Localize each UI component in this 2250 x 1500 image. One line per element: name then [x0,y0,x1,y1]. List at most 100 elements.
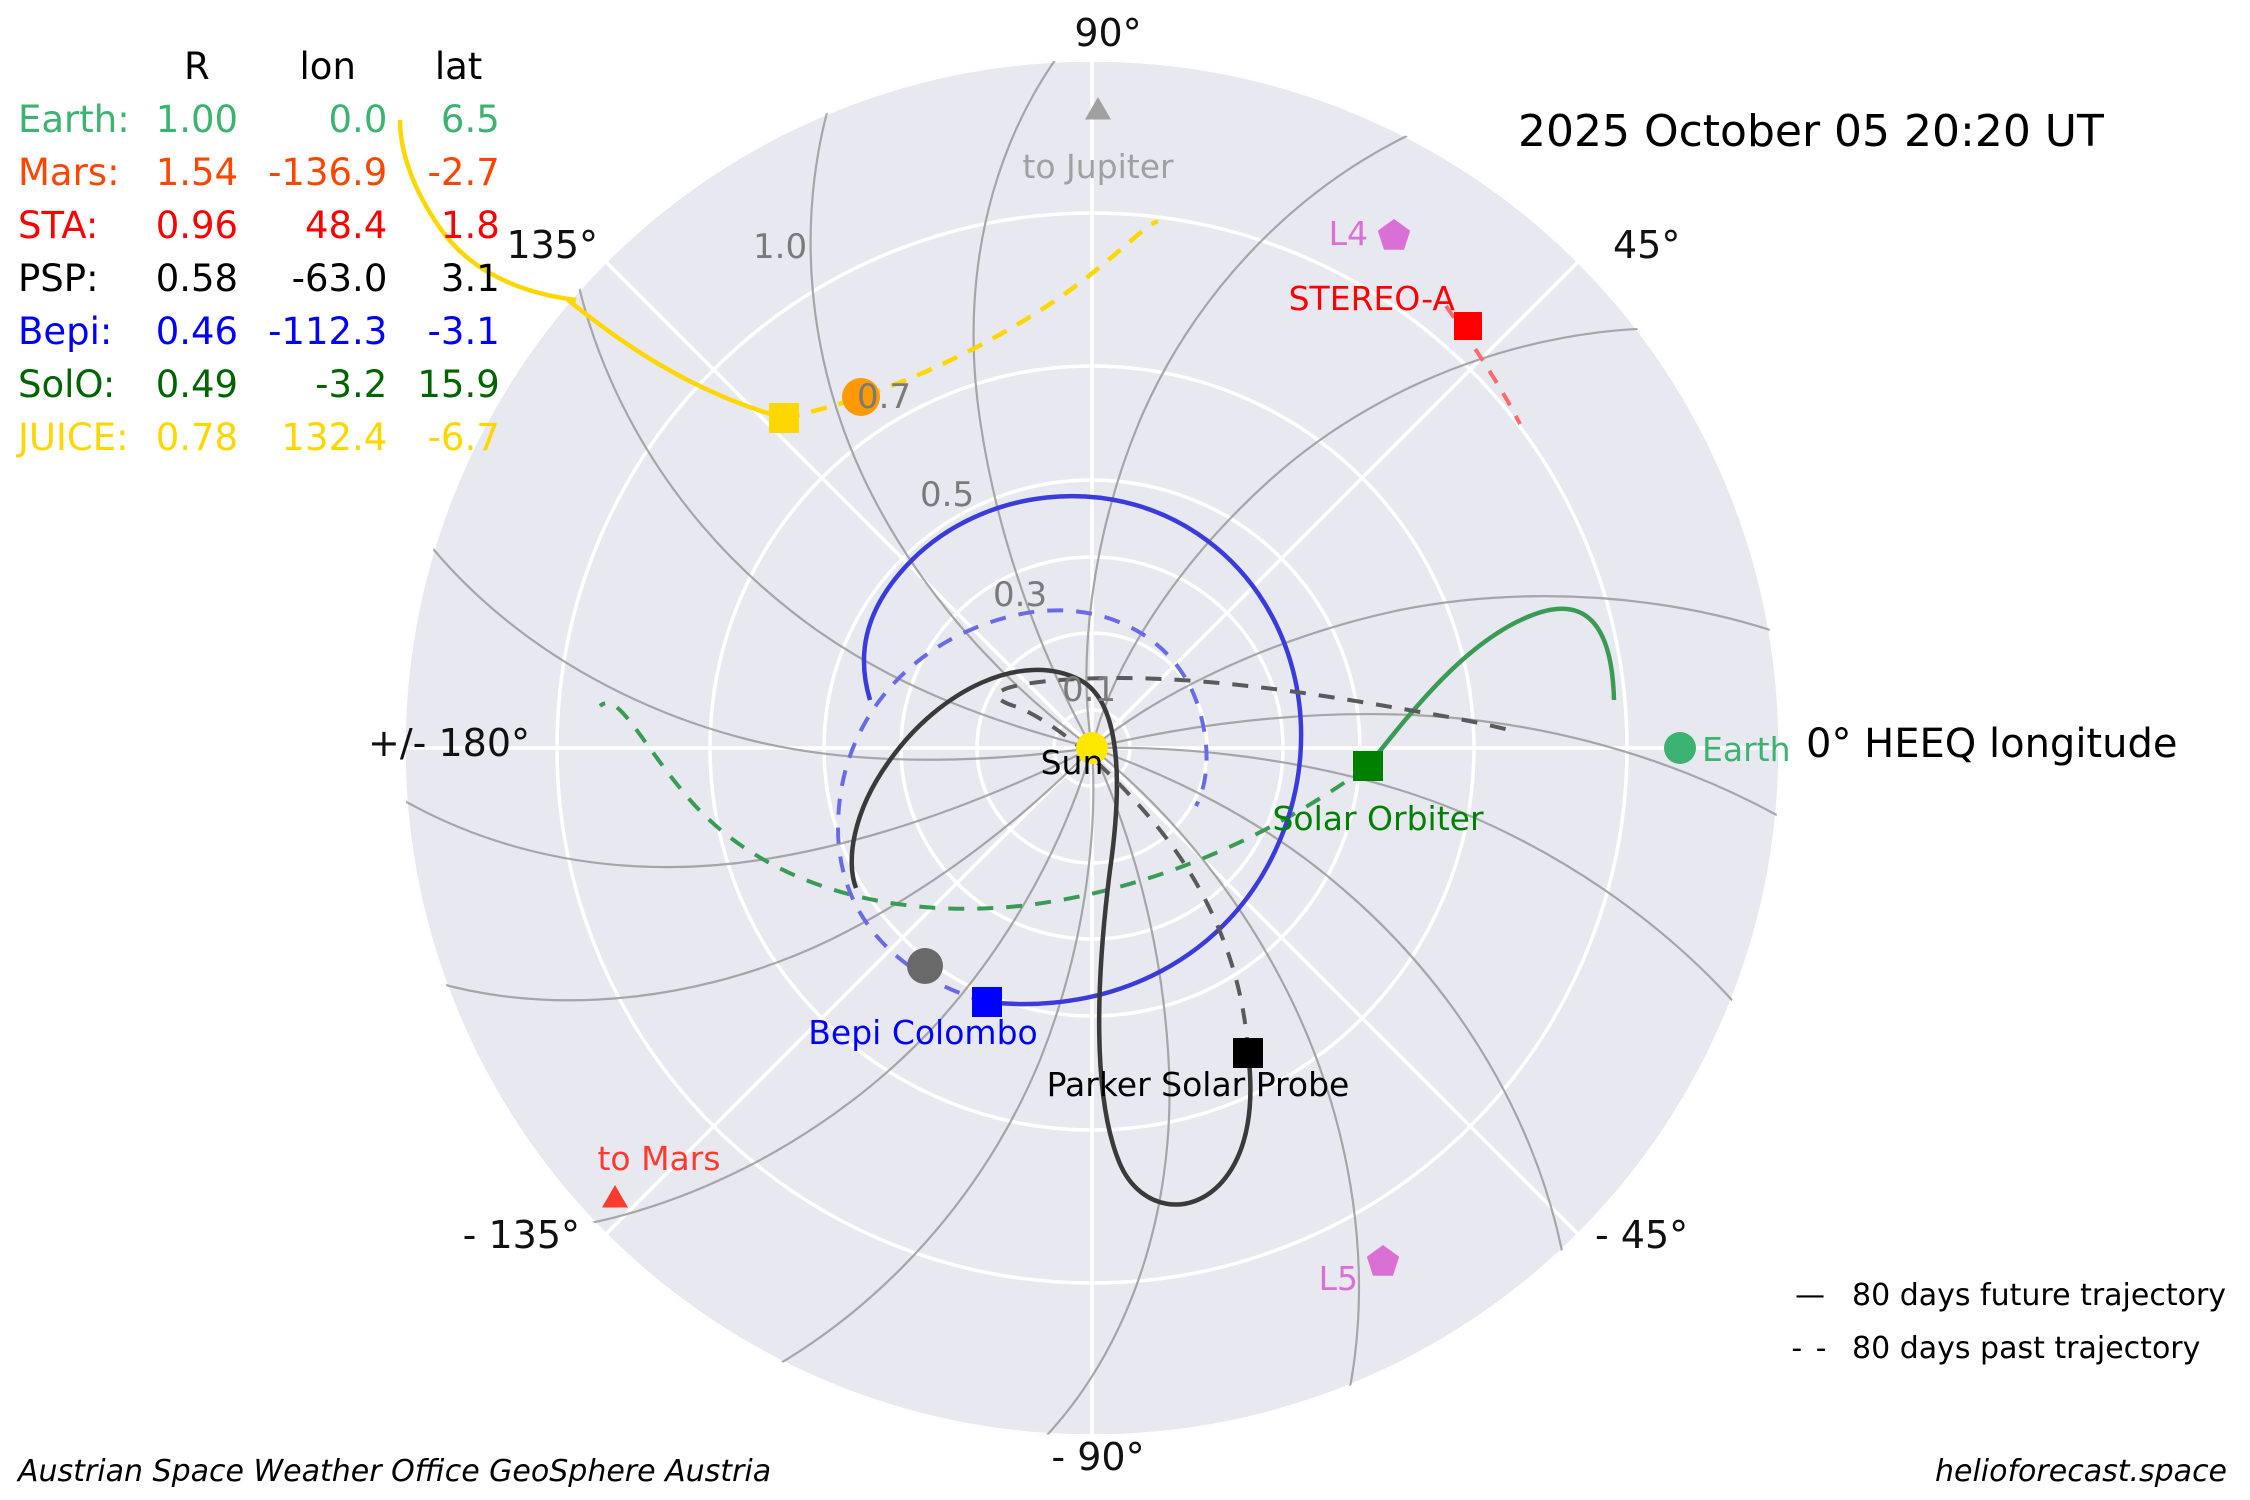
cell-lat: 15.9 [417,363,500,406]
angle-tick-6: - 90° [1051,1435,1145,1479]
cell-r: 0.49 [155,363,239,406]
legend-row-past: - - 80 days past trajectory [1790,1331,2226,1366]
angle-tick-3: +/- 180° [368,721,530,765]
cell-lon: 132.4 [281,416,388,459]
date-title: 2025 October 05 20:20 UT [1518,106,2104,157]
cell-r: 0.46 [155,310,239,353]
cell-r: 0.58 [155,257,239,300]
table-row: Mars: 1.54 -136.9 -2.7 [18,154,530,207]
l5-marker [1366,1245,1400,1276]
angle-tick-0: 90° [1074,11,1142,55]
table-row: Earth: 1.00 0.0 6.5 [18,101,530,154]
th-blank [18,48,156,101]
cell-lat: 1.8 [440,204,500,247]
psp-marker [1233,1038,1263,1068]
l4-marker [1377,219,1411,250]
angle-tick-1: 45° [1613,223,1681,267]
footer-left: Austrian Space Weather Office GeoSphere … [18,1454,772,1489]
venus-marker [842,378,880,416]
th-lat: lat [434,45,483,88]
cell-name: Bepi: [18,310,113,353]
radial-tick-1-0: 1.0 [753,227,808,267]
angle-tick-2: 135° [506,223,598,267]
angle-tick-4: - 135° [462,1213,580,1257]
earth-label: Earth [1702,730,1791,769]
bepi-colombo-label: Bepi Colombo [808,1013,1037,1052]
angle-tick-5: - 45° [1595,1213,1689,1257]
legend-row-future: — 80 days future trajectory [1790,1278,2226,1313]
table-row: Bepi: 0.46 -112.3 -3.1 [18,313,530,366]
stereo-a-label: STEREO-A [1289,279,1456,318]
to-mars-label: to Mars [597,1139,720,1178]
juice-future-trajectory-2 [397,119,577,303]
table-row: PSP: 0.58 -63.0 3.1 [18,260,530,313]
solar-orbiter-past-trajectory [598,701,1370,911]
cell-lon: 0.0 [328,98,388,141]
footer-right: helioforecast.space [1935,1454,2228,1489]
psp-future-trajectory [849,667,1253,1207]
parker-spiral-lines [404,60,1780,1436]
juice-future-trajectory [566,298,785,421]
sun-label: Sun [1041,743,1104,782]
body-markers: Sun Earth STEREO-A Solar Orbiter Bepi Colomb… [597,97,1791,1298]
to-jupiter-marker [1085,97,1111,120]
table-row: JUICE: 0.78 132.4 -6.7 [18,419,530,472]
future-line-swatch: — [1795,1278,1825,1313]
cell-r: 0.96 [155,204,239,247]
mercury-marker [907,948,943,984]
heeq-longitude-label: 0° HEEQ longitude [1806,721,2178,767]
table-row: SolO: 0.49 -3.2 15.9 [18,366,530,419]
cell-lat: -6.7 [427,416,500,459]
cell-name: STA: [18,204,99,247]
table-row: STA: 0.96 48.4 1.8 [18,207,530,260]
radial-tick-0-3: 0.3 [993,575,1048,615]
sun-marker [1076,732,1108,764]
to-mars-marker [602,1185,628,1208]
cell-lat: 6.5 [440,98,500,141]
juice-marker [769,403,799,433]
to-jupiter-label: to Jupiter [1022,147,1174,186]
psp-label: Parker Solar Probe [1047,1065,1350,1104]
bepi-past-trajectory [835,608,1209,1004]
cell-name: JUICE: [18,416,129,459]
radial-tick-0-5: 0.5 [920,475,975,515]
legend-past-label: 80 days past trajectory [1852,1331,2201,1366]
cell-lon: 48.4 [304,204,388,247]
cell-lon: -63.0 [291,257,388,300]
cell-name: Mars: [18,151,120,194]
cell-lat: 3.1 [440,257,500,300]
stereo-a-marker [1454,312,1482,340]
earth-marker [1664,732,1696,764]
legend-future-label: 80 days future trajectory [1852,1278,2227,1313]
past-line-swatch: - - [1791,1331,1829,1366]
radial-tick-0-1: 0.1 [1062,670,1117,710]
cell-lon: -136.9 [268,151,388,194]
cell-name: SolO: [18,363,116,406]
psp-past-trajectory [995,675,1517,1054]
table-header-row: R lon lat [18,48,530,101]
position-table: R lon lat Earth: 1.00 0.0 6.5 Mars: 1.54 -136.… [18,48,530,472]
grid-group [404,60,1780,1436]
th-lon: lon [299,45,356,88]
cell-r: 1.54 [155,151,239,194]
cell-lat: -3.1 [427,310,500,353]
juice-past-trajectory [783,219,1159,421]
solar-orbiter-label: Solar Orbiter [1272,799,1483,838]
trajectory-legend: — 80 days future trajectory - - 80 days … [1790,1278,2226,1366]
cell-lon: -112.3 [268,310,388,353]
l4-label: L4 [1329,214,1368,253]
cell-r: 1.00 [155,98,239,141]
cell-name: Earth: [18,98,130,141]
l5-label: L5 [1319,1259,1358,1298]
th-r: R [184,45,210,88]
cell-name: PSP: [18,257,99,300]
bepi-colombo-marker [972,987,1002,1017]
bepi-future-trajectory [861,493,1304,1007]
angular-gridlines [404,60,1780,1436]
solar-orbiter-marker [1353,751,1383,781]
cell-lat: -2.7 [427,151,500,194]
cell-lon: -3.2 [315,363,388,406]
radial-tick-0-7: 0.7 [857,377,912,417]
